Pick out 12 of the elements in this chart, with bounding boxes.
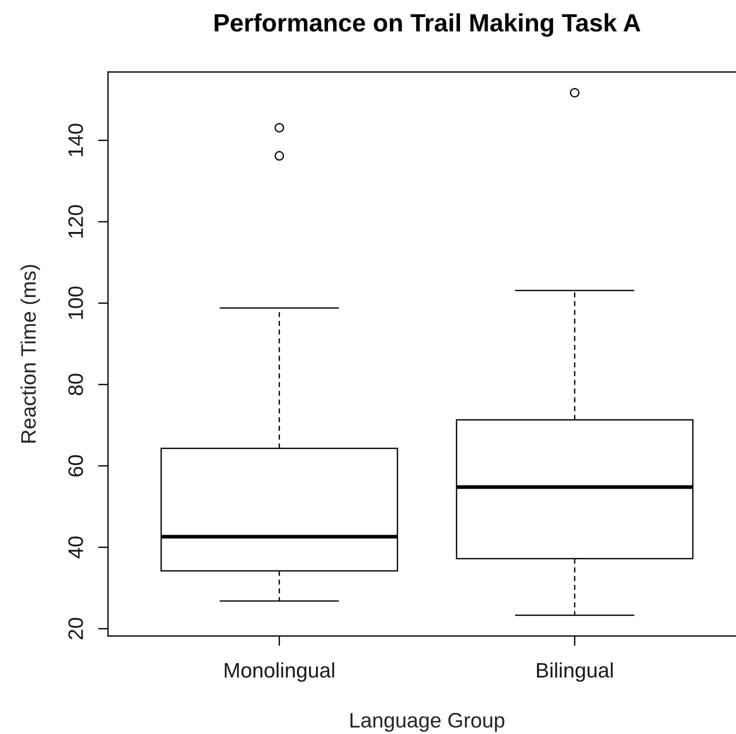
y-axis-title: Reaction Time (ms) [20,264,40,443]
x-axis-title: Language Group [350,712,504,732]
y-tick-label: 40 [68,536,84,558]
chart-title: Performance on Trail Making Task A [214,13,640,37]
y-tick-label: 100 [68,286,84,319]
x-tick-label: Bilingual [537,662,613,682]
y-tick-label: 60 [68,455,84,476]
y-tick-label: 120 [68,205,84,238]
y-tick-label: 20 [68,618,84,640]
y-tick-label: 140 [68,124,84,156]
x-tick-label: Monolingual [224,662,334,682]
y-tick-label: 80 [68,374,84,396]
